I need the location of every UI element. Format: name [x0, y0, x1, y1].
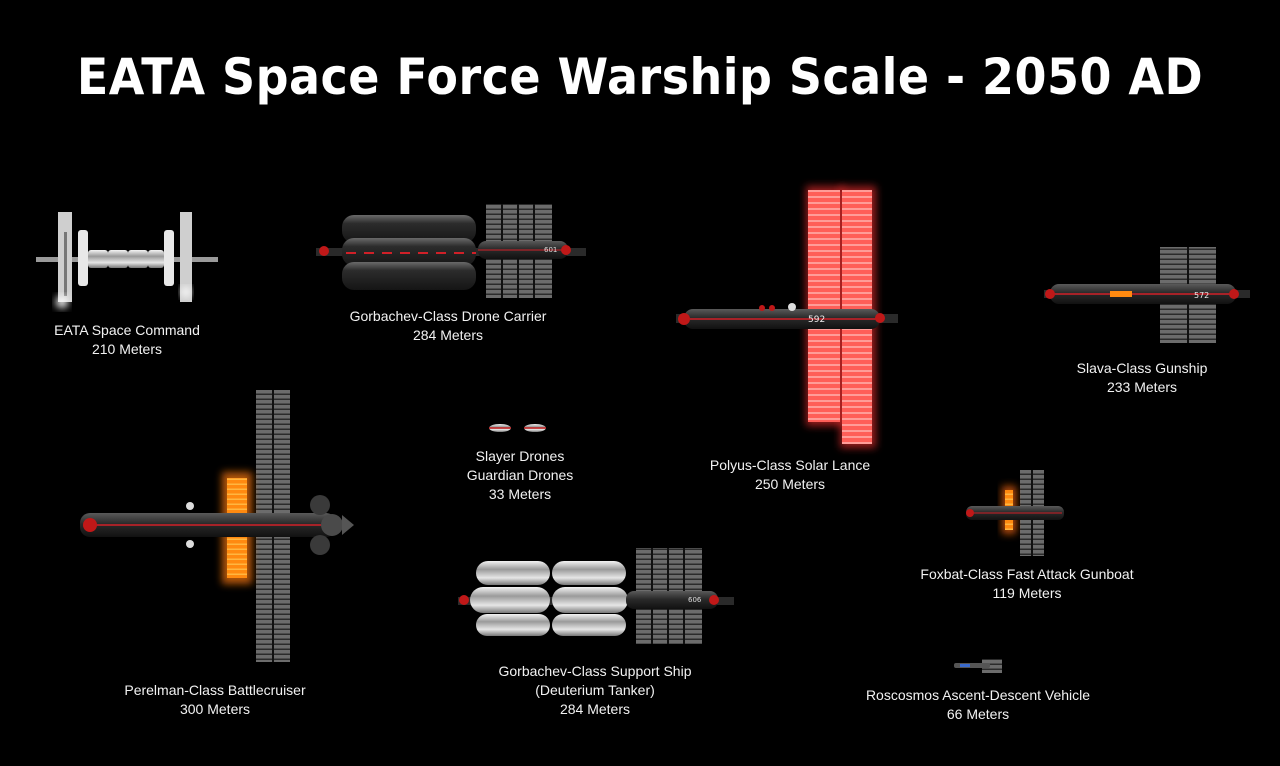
drones: [489, 424, 546, 432]
guardian-drones-name: Guardian Drones: [466, 467, 574, 483]
solar-lance-name: Polyus-Class Solar Lance: [709, 457, 871, 473]
label-solar-lance: Polyus-Class Solar Lance 250 Meters: [710, 456, 870, 494]
solar-lance-length: 250 Meters: [754, 476, 826, 492]
foxbat-gunboat-name: Foxbat-Class Fast Attack Gunboat: [920, 566, 1134, 582]
drone-carrier-length: 284 Meters: [412, 327, 484, 343]
drones-length: 33 Meters: [488, 486, 552, 502]
foxbat-gunboat: [966, 470, 1064, 556]
battlecruiser-name: Perelman-Class Battlecruiser: [124, 682, 306, 698]
label-slava-gunship: Slava-Class Gunship 233 Meters: [1077, 359, 1208, 397]
battlecruiser-length: 300 Meters: [179, 701, 251, 717]
support-ship-subtitle: (Deuterium Tanker): [535, 682, 655, 698]
space-command-station: [36, 212, 218, 308]
label-support-ship: Gorbachev-Class Support Ship (Deuterium …: [499, 662, 692, 719]
label-roscosmos-vehicle: Roscosmos Ascent-Descent Vehicle 66 Mete…: [866, 686, 1090, 724]
support-ship-length: 284 Meters: [559, 701, 631, 717]
roscosmos-vehicle-name: Roscosmos Ascent-Descent Vehicle: [865, 687, 1091, 703]
battlecruiser: [80, 390, 354, 662]
page-title: EATA Space Force Warship Scale - 2050 AD: [76, 48, 1204, 106]
slava-gunship: 572: [1044, 247, 1250, 343]
drone-carrier-name: Gorbachev-Class Drone Carrier: [349, 308, 547, 324]
roscosmos-vehicle-length: 66 Meters: [946, 706, 1010, 722]
carrier-hull-number: 601: [544, 246, 557, 254]
solar-lance: 592: [676, 186, 898, 448]
slava-gunship-length: 233 Meters: [1106, 379, 1178, 395]
support-hull-number: 606: [688, 596, 702, 604]
slayer-drones-name: Slayer Drones: [475, 448, 565, 464]
label-battlecruiser: Perelman-Class Battlecruiser 300 Meters: [124, 681, 305, 719]
roscosmos-vehicle: [954, 659, 1002, 673]
foxbat-gunboat-length: 119 Meters: [992, 585, 1062, 601]
label-drones: Slayer Drones Guardian Drones 33 Meters: [467, 447, 574, 504]
support-ship: 606: [458, 548, 734, 644]
label-drone-carrier: Gorbachev-Class Drone Carrier 284 Meters: [350, 307, 547, 345]
gunship-hull-number: 572: [1194, 291, 1209, 300]
support-ship-name: Gorbachev-Class Support Ship: [498, 663, 692, 679]
label-foxbat-gunboat: Foxbat-Class Fast Attack Gunboat 119 Met…: [920, 565, 1133, 603]
slava-gunship-name: Slava-Class Gunship: [1076, 360, 1208, 376]
space-command-length: 210 Meters: [91, 341, 163, 357]
drone-carrier: 601: [316, 204, 586, 298]
label-space-command: EATA Space Command 210 Meters: [54, 321, 200, 359]
lance-hull-number: 592: [808, 315, 825, 325]
space-command-name: EATA Space Command: [54, 322, 200, 338]
